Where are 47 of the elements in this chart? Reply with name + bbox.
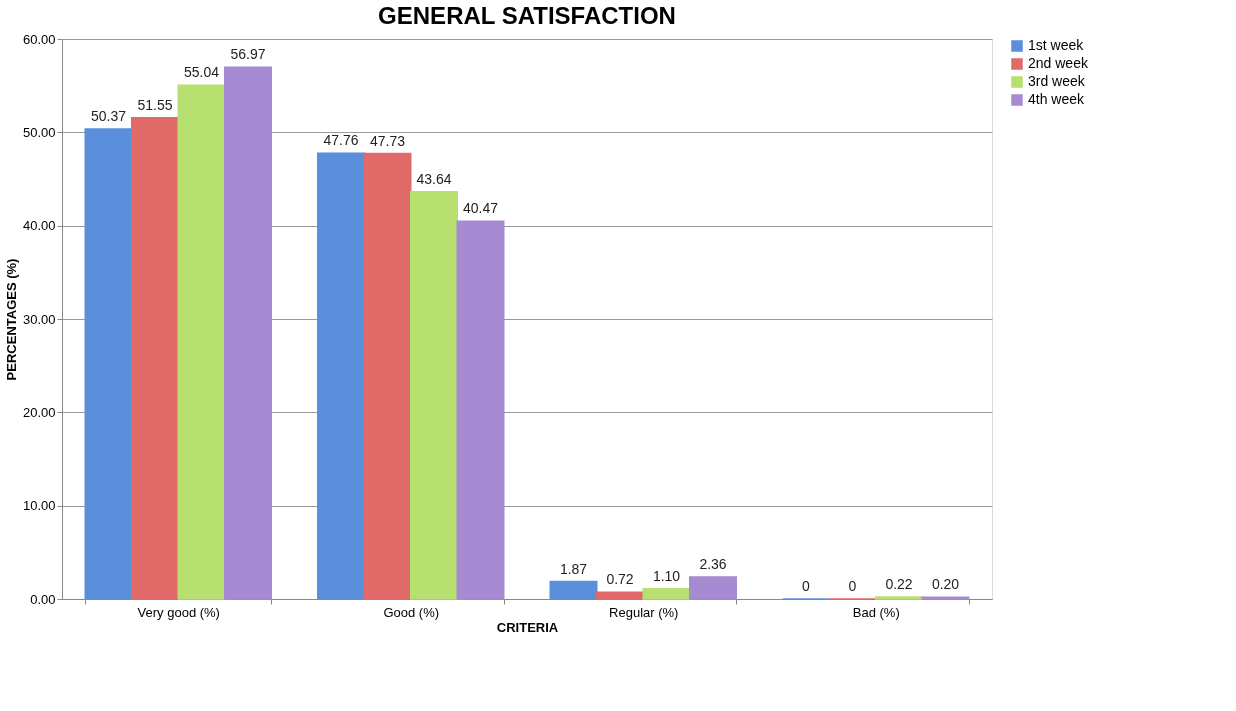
x-tick-label: Very good (%) (137, 604, 220, 620)
data-label: 0.72 (606, 571, 634, 588)
data-label: 1.10 (652, 567, 681, 584)
y-tick-label: 60.00 (22, 31, 56, 47)
y-tick-label: 40.00 (22, 218, 56, 234)
data-label: 47.73 (369, 132, 406, 149)
data-label: 55.04 (183, 64, 220, 81)
y-tick-label: 0.00 (30, 591, 56, 607)
legend-label: 1st week (1028, 37, 1085, 53)
bar (84, 128, 133, 600)
x-tick-label: Regular (%) (609, 604, 679, 620)
y-axis-title: PERCENTAGES (%) (3, 258, 19, 381)
bar (875, 596, 923, 600)
y-tick-label: 50.00 (22, 124, 56, 140)
data-label: 0.20 (931, 576, 960, 593)
data-label: 0.22 (885, 575, 913, 592)
y-tick-label: 10.00 (22, 498, 56, 514)
chart-title: GENERAL SATISFACTION (378, 2, 676, 29)
data-label: 40.47 (462, 200, 499, 217)
data-label: 1.87 (559, 560, 588, 577)
bar (131, 117, 179, 600)
data-label: 0 (848, 578, 857, 594)
x-tick-label: Bad (%) (852, 604, 900, 620)
data-label: 47.76 (323, 132, 359, 149)
bar (549, 580, 598, 600)
bar (317, 152, 365, 600)
legend-label: 4th week (1028, 91, 1086, 107)
data-label: 50.37 (90, 107, 127, 124)
data-label: 56.97 (230, 46, 266, 63)
bar (410, 190, 458, 600)
data-label: 2.36 (699, 555, 727, 572)
legend-label: 3rd week (1028, 73, 1086, 89)
bar (363, 152, 412, 600)
legend-label: 2nd week (1028, 55, 1089, 71)
y-tick-label: 30.00 (22, 311, 56, 327)
x-axis-title: CRITERIA (496, 619, 559, 635)
bar (642, 587, 691, 600)
x-tick-label: Good (%) (383, 604, 440, 620)
bar (596, 591, 644, 600)
data-label: 51.55 (137, 96, 173, 113)
bar (456, 220, 505, 600)
bar (177, 84, 226, 600)
bar (224, 66, 272, 600)
data-label: 0 (802, 578, 811, 594)
data-label: 43.64 (416, 170, 452, 187)
y-tick-label: 20.00 (22, 404, 56, 420)
bar (689, 576, 737, 600)
